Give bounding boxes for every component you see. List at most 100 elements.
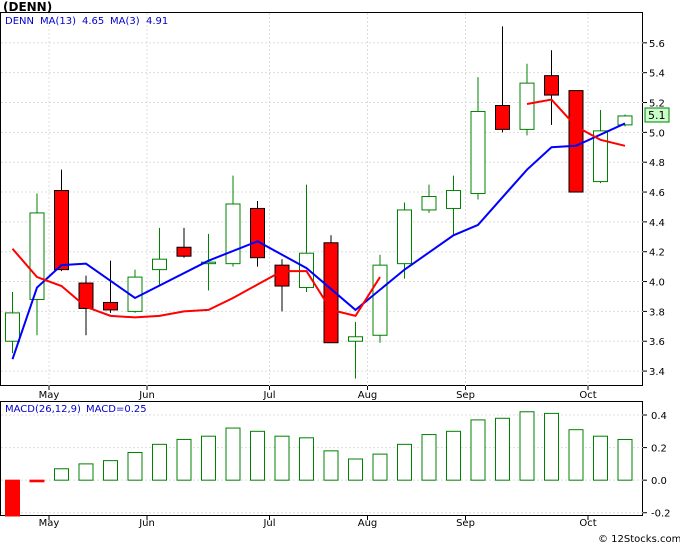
candle-body-down: [54, 190, 69, 271]
macd-legend: MACD(26,12,9) MACD=0.25: [5, 404, 147, 415]
candle: [103, 260, 118, 313]
ma3-line-segment: [11, 248, 381, 319]
candle-body-down: [544, 75, 559, 96]
price-y-tick-label: 4.0: [649, 278, 665, 289]
macd-bar: [397, 443, 412, 481]
copyright-text: © 12Stocks.com: [598, 534, 680, 545]
legend-symbol: DENN: [5, 16, 34, 27]
macd-bar: [5, 479, 20, 517]
candle: [176, 227, 192, 258]
last-price-badge: 5.1: [644, 107, 670, 123]
macd-x-tick-label: May: [39, 518, 60, 529]
macd-bar: [127, 451, 143, 481]
candle-body-up: [5, 312, 20, 342]
macd-bar: [250, 430, 265, 481]
candle-body-up: [470, 110, 486, 195]
macd-bar: [323, 450, 339, 481]
macd-bar: [176, 438, 192, 481]
candle-body-down: [323, 242, 339, 344]
candle-body-up: [152, 258, 167, 271]
candle-body-up: [421, 196, 437, 211]
candle-body-up: [201, 261, 216, 265]
legend-ma13-label: MA(13): [40, 16, 76, 27]
price-panel: [0, 12, 643, 386]
macd-x-tick-label: Oct: [579, 518, 596, 529]
macd-bar: [348, 458, 363, 481]
candle: [568, 90, 584, 193]
macd-bar: [29, 479, 45, 483]
price-y-tick-label: 4.2: [649, 248, 665, 259]
candle-body-up: [397, 209, 412, 265]
price-marks: [5, 26, 633, 379]
macd-legend-value: MACD=0.25: [86, 404, 147, 415]
price-y-tick-label: 3.4: [649, 367, 665, 378]
macd-y-tick-label: 0.4: [651, 411, 667, 422]
macd-marks: [5, 411, 633, 517]
price-x-tick-label: May: [39, 390, 60, 401]
candle: [544, 50, 559, 125]
candle: [593, 109, 608, 184]
price-x-tick-label: Sep: [456, 390, 475, 401]
last-price-badge-box: [644, 107, 670, 123]
candle-body-down: [495, 105, 510, 130]
ma13-line: [11, 122, 626, 360]
candle: [78, 275, 94, 336]
macd-bar: [544, 412, 559, 481]
macd-bar: [372, 453, 388, 481]
macd-bar: [617, 438, 633, 481]
legend-ma13-value: 4.65: [82, 16, 104, 27]
candle: [421, 184, 437, 213]
price-x-axis: May Jun Jul Aug Sep Oct: [39, 386, 597, 401]
candle-body-down: [250, 207, 265, 259]
macd-bar: [201, 435, 216, 481]
macd-bar: [152, 443, 167, 481]
candle-body-up: [348, 336, 363, 342]
macd-bar: [78, 463, 94, 481]
last-price-label: 5.1: [648, 109, 666, 122]
candle-body-down: [78, 282, 94, 309]
price-y-tick-label: 5.0: [649, 128, 665, 139]
price-x-tick-label: Jun: [138, 390, 155, 401]
macd-y-tick-label: -0.2: [651, 509, 671, 520]
candle-body-down: [176, 246, 192, 257]
macd-bar: [54, 468, 69, 481]
price-y-tick-label: 5.4: [649, 69, 665, 80]
candle-body-up: [617, 115, 633, 126]
price-y-tick-label: 3.8: [649, 307, 665, 318]
candle-body-down: [274, 264, 290, 287]
price-y-tick-label: 4.8: [649, 158, 665, 169]
candle-body-up: [593, 130, 608, 183]
candle: [470, 77, 486, 200]
candle: [54, 169, 69, 272]
macd-y-axis: 0.4 0.2 0.0 -0.2: [643, 411, 671, 520]
price-x-tick-label: Aug: [358, 390, 378, 401]
macd-bar: [470, 419, 486, 481]
macd-grid: [1, 414, 643, 514]
macd-bar: [103, 460, 118, 481]
price-x-tick-label: Oct: [579, 390, 596, 401]
candle: [446, 175, 461, 236]
macd-bar: [519, 411, 535, 481]
legend-ma3-value: 4.91: [146, 16, 168, 27]
candle: [348, 321, 363, 379]
price-y-tick-label: 3.6: [649, 337, 665, 348]
price-y-tick-label: 4.6: [649, 188, 665, 199]
price-legend: DENN MA(13) 4.65 MA(3) 4.91: [5, 16, 168, 27]
macd-bar: [446, 430, 461, 481]
price-x-tick-label: Jul: [262, 390, 275, 401]
macd-bar: [421, 434, 437, 481]
ma3-line-segment: [526, 98, 626, 147]
macd-panel: [0, 401, 643, 516]
price-y-axis: 3.4 3.6 3.8 4.0 4.2 4.4 4.6 4.8 5.0 5.2 5.4 5.6: [643, 39, 665, 378]
macd-bar: [593, 435, 608, 481]
macd-x-axis: May Jun Jul Aug Sep Oct: [39, 516, 597, 529]
chart-title: (DENN): [3, 0, 52, 14]
candle: [397, 202, 412, 279]
candle: [372, 254, 388, 343]
candle-body-up: [372, 264, 388, 336]
macd-y-tick-label: 0.0: [651, 476, 667, 487]
price-y-tick-label: 4.4: [649, 218, 665, 229]
macd-bar: [274, 435, 290, 481]
macd-bar: [299, 437, 314, 481]
